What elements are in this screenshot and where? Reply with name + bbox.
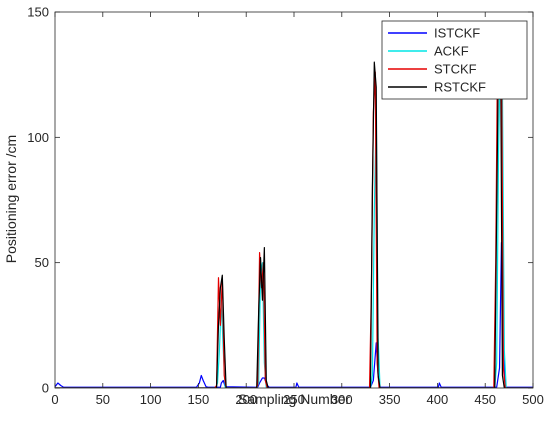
x-tick-label: 300	[331, 392, 353, 407]
x-tick-label: 500	[522, 392, 544, 407]
legend-label-stckf: STCKF	[434, 62, 477, 77]
legend-box	[381, 20, 528, 100]
legend-label-istckf: ISTCKF	[434, 26, 480, 41]
x-tick-label: 350	[379, 392, 401, 407]
y-axis-label: Positioning error /cm	[3, 135, 19, 263]
x-tick-label: 150	[188, 392, 210, 407]
legend-label-rstckf: RSTCKF	[434, 80, 486, 95]
x-tick-label: 100	[140, 392, 162, 407]
x-tick-label: 200	[235, 392, 257, 407]
x-tick-label: 400	[427, 392, 449, 407]
y-tick-label: 150	[27, 5, 49, 20]
y-tick-label: 50	[35, 255, 49, 270]
legend: ISTCKF ACKF STCKF RSTCKF	[381, 20, 528, 100]
series-line-istckf	[55, 242, 533, 388]
x-tick-label: 450	[474, 392, 496, 407]
series-line-rstckf	[55, 28, 533, 388]
x-tick-label: 250	[283, 392, 305, 407]
y-tick-label: 100	[27, 130, 49, 145]
x-axis-label: Sampling Number	[238, 391, 350, 407]
legend-label-ackf: ACKF	[434, 44, 469, 59]
y-tick-label: 0	[42, 381, 49, 396]
x-tick-label: 50	[96, 392, 110, 407]
axes: 0 50 100 150 200 250 300 350 400 450 500 0 50 100 150	[27, 5, 544, 408]
x-tick-label: 0	[51, 392, 58, 407]
